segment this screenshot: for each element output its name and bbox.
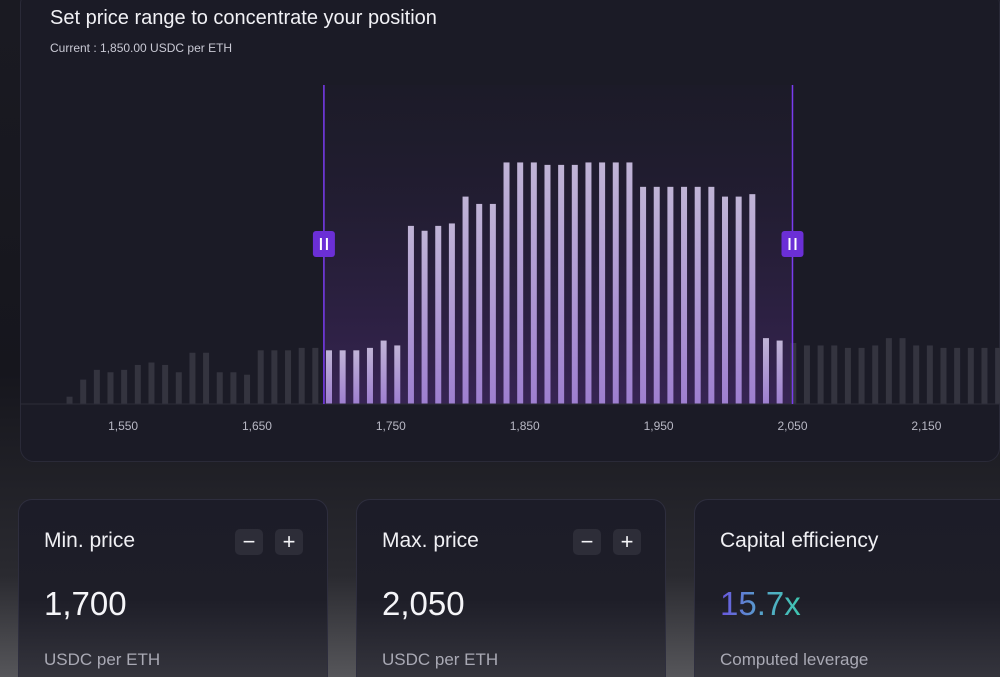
liquidity-bar <box>503 162 510 404</box>
min-price-label: Min. price <box>44 529 136 552</box>
liquidity-bar <box>981 347 988 404</box>
liquidity-chart[interactable]: 1,550 1,650 1,750 1,850 1,950 2,050 2,150 <box>20 85 1000 445</box>
liquidity-bar <box>694 186 701 404</box>
liquidity-bar <box>722 196 729 404</box>
liquidity-bar <box>899 338 906 404</box>
liquidity-bar <box>285 350 292 404</box>
liquidity-chart-svg[interactable]: 1,550 1,650 1,750 1,850 1,950 2,050 2,150 <box>20 85 1000 445</box>
liquidity-bar <box>66 396 73 404</box>
liquidity-bar <box>872 345 879 404</box>
page-title: Set price range to concentrate your posi… <box>50 7 437 29</box>
liquidity-bar <box>803 345 810 404</box>
capital-efficiency-value: 15.7x <box>720 585 801 622</box>
liquidity-bar <box>667 186 674 404</box>
liquidity-bar <box>298 347 305 404</box>
liquidity-bar <box>653 186 660 404</box>
liquidity-bar <box>885 338 892 404</box>
max-price-decrease-button[interactable]: − <box>573 529 601 555</box>
liquidity-bar <box>967 347 974 404</box>
capital-efficiency-card: Capital efficiency 15.7x Computed levera… <box>694 499 1000 677</box>
computed-leverage-label: Computed leverage <box>720 650 869 669</box>
liquidity-bar <box>954 347 961 404</box>
liquidity-bar <box>831 345 838 404</box>
liquidity-bar <box>612 162 619 404</box>
liquidity-bar <box>134 364 141 404</box>
liquidity-bar <box>257 350 264 404</box>
liquidity-bar <box>448 223 455 404</box>
liquidity-bar <box>189 352 196 404</box>
min-price-decrease-button[interactable]: − <box>235 529 263 555</box>
liquidity-bar <box>107 372 114 404</box>
min-price-card: Min. price − + 1,700 USDC per ETH <box>18 499 328 677</box>
liquidity-bar <box>762 338 769 404</box>
max-price-value[interactable]: 2,050 <box>382 585 465 622</box>
max-price-label: Max. price <box>382 529 479 552</box>
liquidity-bar <box>148 362 155 404</box>
liquidity-bar <box>162 364 169 404</box>
liquidity-bar <box>93 369 100 404</box>
liquidity-bar <box>353 350 360 404</box>
liquidity-bar <box>80 379 87 404</box>
liquidity-bar <box>599 162 606 404</box>
liquidity-bar <box>175 372 182 404</box>
liquidity-bar <box>913 345 920 404</box>
max-range-handle[interactable] <box>781 231 804 257</box>
min-price-value[interactable]: 1,700 <box>44 585 127 622</box>
x-tick-label: 1,950 <box>644 419 674 433</box>
liquidity-bar <box>325 350 332 404</box>
x-tick-label: 1,650 <box>242 419 272 433</box>
liquidity-bar <box>544 164 551 404</box>
liquidity-bar <box>571 164 578 404</box>
liquidity-bar <box>339 350 346 404</box>
liquidity-bar <box>995 347 1000 404</box>
liquidity-bar <box>244 374 251 404</box>
liquidity-bar <box>271 350 278 404</box>
liquidity-bar <box>790 343 797 404</box>
x-tick-label: 2,150 <box>911 419 941 433</box>
x-tick-label: 2,050 <box>777 419 807 433</box>
liquidity-bar <box>203 352 210 404</box>
liquidity-bar <box>312 347 319 404</box>
liquidity-bar <box>558 164 565 404</box>
max-price-increase-button[interactable]: + <box>613 529 641 555</box>
liquidity-bar <box>926 345 933 404</box>
liquidity-bar <box>121 369 128 404</box>
liquidity-bar <box>735 196 742 404</box>
liquidity-bar <box>230 372 237 404</box>
min-range-handle[interactable] <box>312 231 335 257</box>
liquidity-bar <box>462 196 469 404</box>
liquidity-bar <box>476 203 483 404</box>
liquidity-bar <box>421 230 428 404</box>
liquidity-bar <box>216 372 223 404</box>
liquidity-bar <box>394 345 401 404</box>
liquidity-bar <box>776 340 783 404</box>
liquidity-bar <box>858 347 865 404</box>
liquidity-bar <box>626 162 633 404</box>
liquidity-bar <box>708 186 715 404</box>
max-price-card: Max. price − + 2,050 USDC per ETH <box>356 499 666 677</box>
min-price-unit: USDC per ETH <box>44 650 161 669</box>
liquidity-bar <box>940 347 947 404</box>
min-price-increase-button[interactable]: + <box>275 529 303 555</box>
liquidity-bar <box>407 225 414 404</box>
liquidity-bar <box>640 186 647 404</box>
capital-efficiency-label: Capital efficiency <box>720 529 879 552</box>
liquidity-bar <box>585 162 592 404</box>
liquidity-bar <box>489 203 496 404</box>
liquidity-bar <box>517 162 524 404</box>
current-price: Current : 1,850.00 USDC per ETH <box>50 41 233 55</box>
liquidity-bar <box>817 345 824 404</box>
liquidity-bar <box>530 162 537 404</box>
liquidity-bar <box>366 347 373 404</box>
max-price-unit: USDC per ETH <box>382 650 499 669</box>
x-tick-label: 1,850 <box>510 419 540 433</box>
liquidity-bar <box>844 347 851 404</box>
liquidity-bar <box>435 225 442 404</box>
liquidity-bar <box>380 340 387 404</box>
liquidity-bar <box>749 194 756 404</box>
x-tick-label: 1,750 <box>376 419 406 433</box>
x-tick-label: 1,550 <box>108 419 138 433</box>
liquidity-bar <box>681 186 688 404</box>
